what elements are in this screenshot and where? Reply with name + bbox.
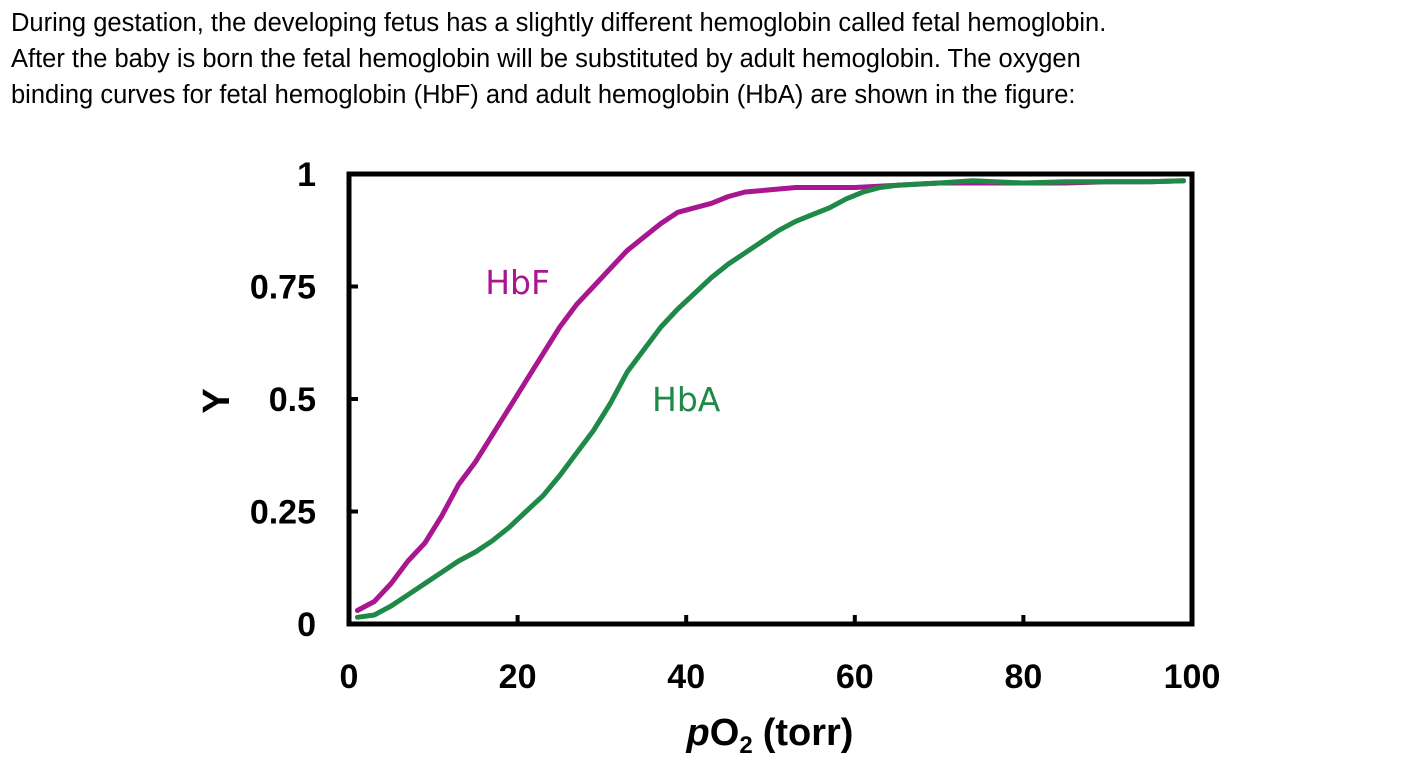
- x-axis-title-main: O: [710, 712, 740, 754]
- intro-line-1: During gestation, the developing fetus h…: [11, 9, 1107, 37]
- x-tick-label: 20: [499, 658, 537, 696]
- y-tick-label: 1: [297, 156, 316, 194]
- x-axis-title-subscript: 2: [739, 732, 752, 759]
- x-axis-title-unit: (torr): [763, 712, 854, 754]
- y-tick-label: 0.25: [250, 494, 316, 532]
- x-axis-title-italic: p: [686, 712, 710, 754]
- tick-label-layer: 0 20 40 60 80 100 0 0.25 0.5 0.75 1: [250, 156, 1221, 696]
- y-tick-label: 0.5: [269, 381, 316, 419]
- plot-frame: [346, 171, 1195, 627]
- intro-line-3: binding curves for fetal hemoglobin (HbF…: [11, 81, 1076, 109]
- x-tick-label: 60: [836, 658, 874, 696]
- x-tick-label: 40: [667, 658, 705, 696]
- y-axis-title: Y: [196, 388, 238, 413]
- x-tick-label: 0: [340, 658, 359, 696]
- x-tick-label: 100: [1164, 658, 1221, 696]
- y-tick-label: 0: [297, 606, 316, 644]
- intro-line-2: After the baby is born the fetal hemoglo…: [11, 45, 1081, 73]
- y-tick-label: 0.75: [250, 269, 316, 307]
- series-line-hba: [354, 178, 1187, 620]
- x-axis-title: pO2 (torr): [686, 712, 854, 759]
- x-tick-label: 80: [1004, 658, 1042, 696]
- tick-layer: [349, 284, 1026, 624]
- series-layer: HbF HbA: [354, 178, 1187, 620]
- series-label-hba: HbA: [652, 380, 721, 419]
- series-label-hbf: HbF: [485, 263, 550, 302]
- intro-paragraph: During gestation, the developing fetus h…: [11, 5, 1421, 113]
